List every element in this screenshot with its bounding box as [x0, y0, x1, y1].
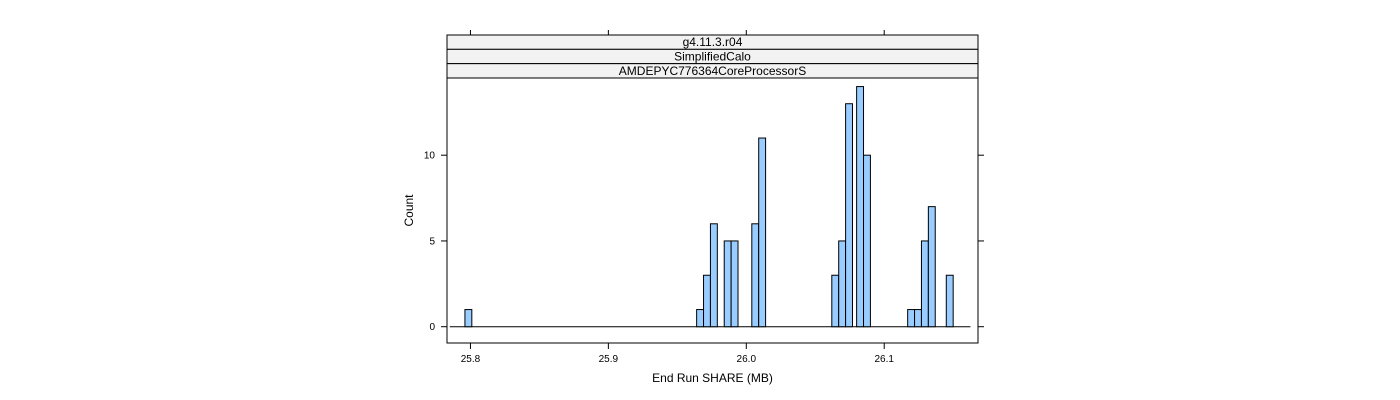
histogram-bar — [863, 154, 871, 328]
histogram-bar — [831, 274, 840, 328]
histogram-bar — [758, 137, 767, 328]
histogram-bar — [907, 309, 916, 328]
histogram-bar — [464, 309, 473, 328]
histogram-bars — [464, 86, 954, 328]
histogram-bar — [709, 223, 718, 328]
histogram-bar — [751, 223, 760, 328]
x-tick-label: 25.9 — [599, 354, 619, 365]
panel-frame — [446, 77, 979, 344]
histogram-bar — [696, 309, 705, 328]
histogram-bar — [703, 274, 711, 328]
panel-strips: g4.11.3.r04SimplifiedCaloAMDEPYC776364Co… — [446, 34, 979, 79]
strip-label: AMDEPYC776364CoreProcessorS — [619, 64, 806, 78]
strip-label: SimplifiedCalo — [674, 49, 751, 63]
histogram-bar — [920, 240, 929, 328]
x-tick-label: 26.0 — [737, 354, 757, 365]
y-tick-label: 10 — [424, 151, 436, 162]
strip-label: g4.11.3.r04 — [683, 35, 743, 49]
histogram-bar — [856, 86, 865, 328]
y-tick-label: 5 — [429, 236, 435, 247]
x-tick-label: 25.8 — [461, 354, 481, 365]
histogram-bar — [838, 240, 847, 328]
x-axis-title: End Run SHARE (MB) — [652, 371, 773, 385]
histogram-bar — [730, 240, 739, 328]
histogram-bar — [723, 240, 732, 328]
histogram-bar — [845, 103, 853, 328]
x-tick-label: 26.1 — [874, 354, 894, 365]
histogram-bar — [914, 309, 922, 328]
histogram-bar — [945, 274, 954, 328]
histogram-bar — [927, 206, 936, 328]
y-axis-title: Count — [402, 194, 416, 227]
y-tick-label: 0 — [429, 322, 435, 333]
x-axis: 25.8 25.9 26.0 26.1 — [461, 30, 894, 365]
y-axis: 0 5 10 — [424, 151, 984, 333]
